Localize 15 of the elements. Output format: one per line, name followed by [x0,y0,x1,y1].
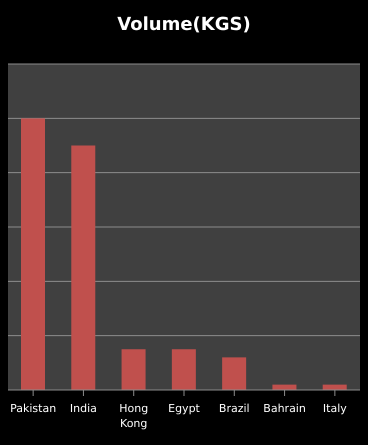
x-tick-label: Italy [322,402,348,415]
bar [222,357,246,390]
x-tick-label: India [70,402,97,415]
x-tick-label: Bahrain [263,402,306,415]
bar [322,384,347,390]
x-tick-label: Pakistan [10,402,56,415]
bar [272,384,296,390]
bar [71,146,96,390]
x-tick-label: Hong Kong [119,402,148,430]
x-tick-label: Egypt [168,402,201,415]
x-tick-label: Brazil [218,402,250,415]
bar [21,118,45,390]
chart-title: Volume(KGS) [116,13,252,37]
bar [122,349,146,390]
bar [172,349,196,390]
